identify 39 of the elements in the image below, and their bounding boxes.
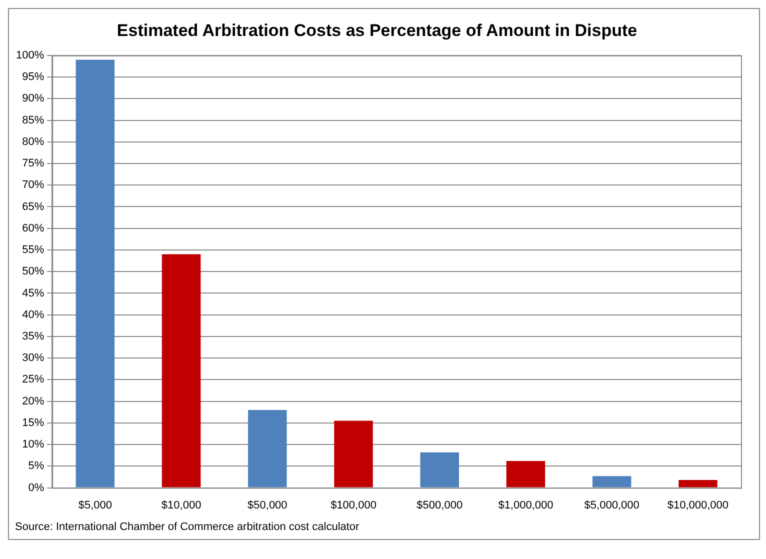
y-tick-label: 5% [28, 460, 44, 472]
y-tick-label: 30% [22, 352, 44, 364]
y-tick-label: 15% [22, 416, 44, 429]
y-tick-label: 85% [22, 114, 44, 126]
x-tick-label: $100,000 [330, 499, 376, 512]
bar [334, 420, 373, 488]
y-tick-label: 90% [22, 92, 44, 105]
bar [592, 476, 632, 488]
x-tick-label: $5,000,000 [584, 499, 640, 512]
x-tick-label: $5,000 [78, 499, 112, 512]
y-tick-label: 70% [22, 179, 44, 192]
y-tick-label: 45% [22, 287, 44, 300]
y-tick-label: 35% [22, 330, 44, 342]
y-tick-label: 10% [22, 438, 44, 451]
bar [678, 480, 718, 488]
x-tick-label: $50,000 [248, 499, 288, 512]
x-tick-label: $10,000 [161, 499, 202, 512]
x-tick-label: $500,000 [416, 499, 463, 512]
y-tick-label: 60% [22, 222, 44, 234]
y-tick-label: 95% [22, 71, 44, 84]
y-tick-label: 50% [22, 266, 44, 278]
bar [76, 60, 115, 488]
y-tick-label: 25% [22, 374, 44, 386]
chart-title: Estimated Arbitration Costs as Percentage of Amount in Dispute [116, 20, 638, 40]
y-tick-label: 75% [22, 158, 44, 170]
x-tick-label: $10,000,000 [667, 499, 729, 512]
bar [420, 452, 459, 488]
bar [162, 254, 201, 488]
y-tick-label: 65% [22, 200, 44, 213]
x-tick-label: $1,000,000 [498, 499, 554, 512]
source-note: Source: International Chamber of Commerce arbitration cost calculator [14, 520, 360, 535]
y-tick-label: 55% [22, 244, 44, 256]
bar [248, 410, 287, 488]
y-tick-label: 20% [22, 395, 44, 408]
y-tick-label: 0% [28, 482, 44, 494]
y-tick-label: 80% [22, 136, 44, 148]
y-tick-label: 100% [16, 49, 44, 62]
bar [506, 460, 546, 488]
y-tick-label: 40% [22, 308, 44, 321]
